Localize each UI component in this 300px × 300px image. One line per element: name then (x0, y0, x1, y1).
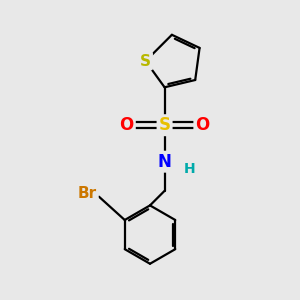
Text: O: O (195, 116, 210, 134)
Text: N: N (158, 153, 172, 171)
Text: S: S (159, 116, 171, 134)
Text: S: S (140, 53, 151, 68)
Text: Br: Br (78, 186, 97, 201)
Text: O: O (119, 116, 134, 134)
Text: H: H (184, 162, 195, 176)
